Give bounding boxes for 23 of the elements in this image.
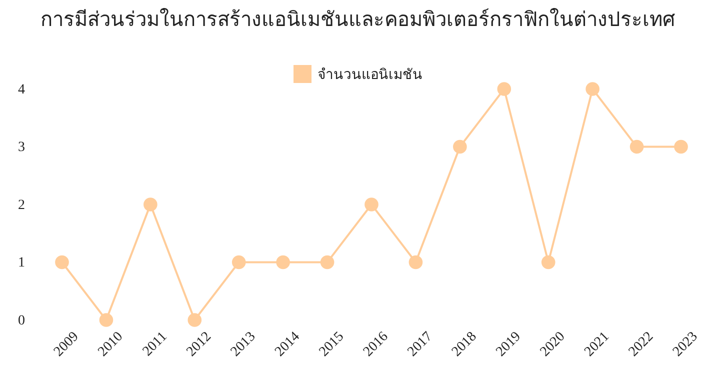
y-tick-label: 0 [18,313,25,328]
point [541,255,556,270]
legend-label: จำนวนแอนิเมชัน [318,68,422,83]
chart-title: การมีส่วนร่วมในการสร้างแอนิเมชันและคอมพิวเตอร์กราฟิกในต่างประเทศ [40,8,676,31]
point [586,82,600,96]
point [453,140,467,154]
point [320,255,334,270]
x-tick-label: 2011 [140,329,170,360]
point [276,255,290,270]
point [364,198,378,212]
y-tick-label: 3 [18,140,25,156]
y-tick-label: 1 [18,256,25,271]
point [232,255,246,270]
point [188,313,202,327]
y-tick-label: 2 [18,198,25,213]
y-tick-label: 4 [18,82,25,98]
point [630,140,644,154]
point [144,198,158,212]
point [497,82,512,96]
point [99,313,114,327]
point [408,255,423,270]
point [55,255,69,270]
point [674,140,688,154]
